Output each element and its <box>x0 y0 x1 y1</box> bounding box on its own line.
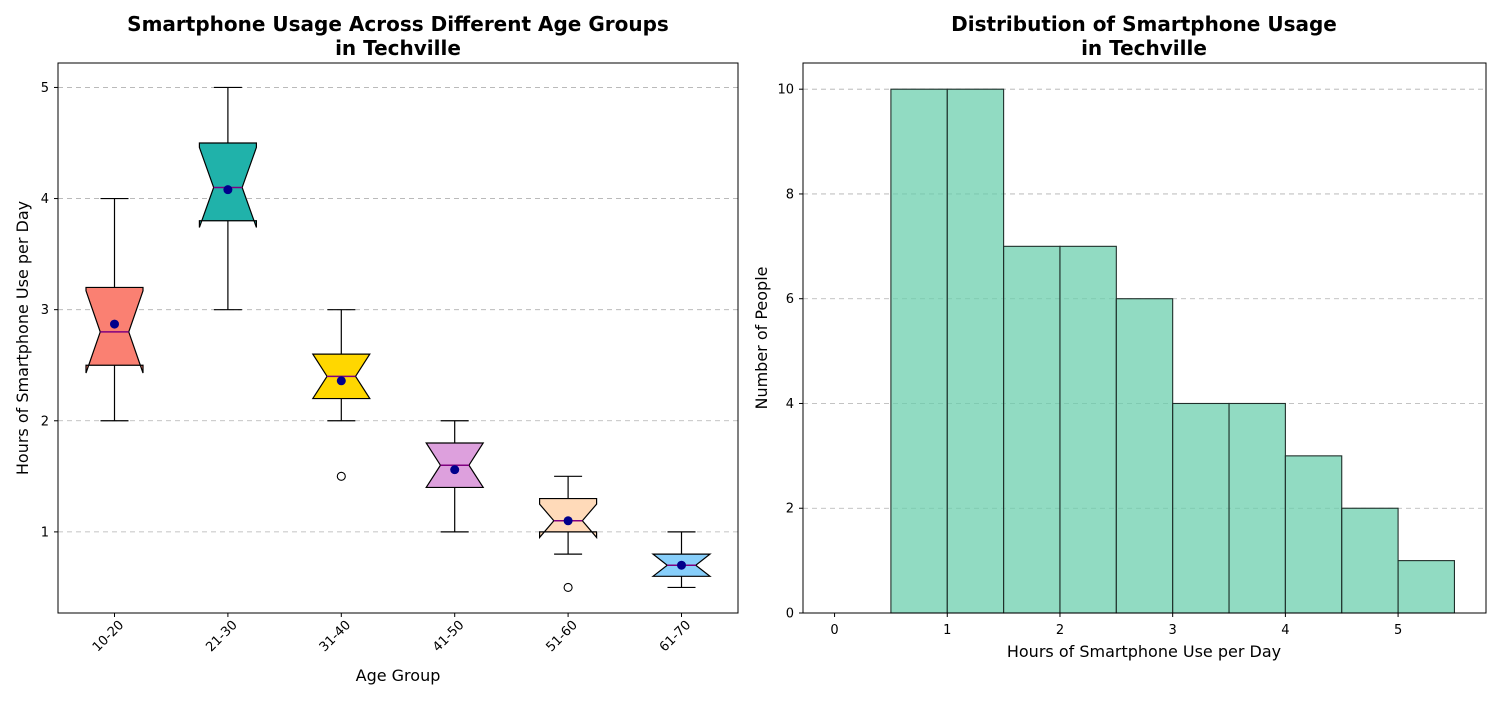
boxplot-ylabel: Hours of Smartphone Use per Day <box>13 201 32 475</box>
histogram-y-tick-label: 0 <box>786 607 794 622</box>
histogram-bar <box>1341 507 1399 614</box>
histogram-xlabel: Hours of Smartphone Use per Day <box>1007 642 1281 661</box>
boxplot-box <box>85 286 144 374</box>
boxplot-x-tick-label: 31-40 <box>317 618 354 655</box>
histogram-bar <box>1003 245 1061 614</box>
boxplot-mean-marker <box>223 185 233 195</box>
boxplot-x-tick-label: 41-50 <box>430 618 467 655</box>
boxplot-y-tick-label: 4 <box>41 192 49 207</box>
histogram-y-tick-label: 2 <box>786 502 794 517</box>
boxplot-x-tick-label: 21-30 <box>203 618 240 655</box>
boxplot-outlier <box>563 582 573 592</box>
boxplot-mean-marker <box>563 516 573 526</box>
histogram-x-ticks: 0 1 2 3 4 5 <box>830 613 1402 638</box>
histogram-x-tick-label: 3 <box>1169 623 1177 638</box>
histogram-x-tick-label: 4 <box>1281 623 1289 638</box>
boxplot-y-tick-label: 2 <box>41 414 49 429</box>
histogram-bar <box>1397 560 1455 614</box>
histogram-ylabel: Number of People <box>752 266 771 409</box>
histogram-x-tick-label: 1 <box>943 623 951 638</box>
histogram-y-tick-label: 10 <box>777 83 794 98</box>
boxplot-title: Smartphone Usage Across Different Age Gr… <box>127 12 669 60</box>
boxplot-x-tick-label: 10-20 <box>90 618 127 655</box>
histogram-y-tick-label: 6 <box>786 292 794 307</box>
histogram-bar <box>890 88 948 614</box>
boxplot-gridlines <box>58 87 738 533</box>
boxplot-mean-marker <box>110 319 119 329</box>
histogram-x-tick-label: 5 <box>1394 623 1402 638</box>
histogram-panel: Distribution of Smartphone Usage in Techv… <box>752 12 1487 661</box>
histogram-y-ticks: 0 2 4 6 8 10 <box>777 83 803 622</box>
histogram-x-tick-label: 2 <box>1056 623 1064 638</box>
histogram-bar <box>1115 298 1174 614</box>
boxplot-x-ticks: 10-20 21-30 31-40 41-50 51-60 61-70 <box>90 613 694 655</box>
boxplot-marks <box>85 86 712 592</box>
boxplot-mean-marker <box>336 376 346 386</box>
histogram-y-tick-label: 4 <box>786 397 794 412</box>
histogram-bar <box>1228 402 1286 614</box>
boxplot-y-tick-label: 1 <box>41 525 49 540</box>
boxplot-x-tick-label: 51-60 <box>544 618 581 655</box>
boxplot-mean-marker <box>677 560 686 570</box>
boxplot-frame <box>57 62 739 614</box>
boxplot-outlier <box>336 471 346 481</box>
boxplot-x-tick-label: 61-70 <box>657 618 694 655</box>
histogram-marks <box>890 88 1455 614</box>
histogram-title: Distribution of Smartphone Usage in Techv… <box>951 12 1337 60</box>
histogram-x-tick-label: 0 <box>830 623 838 638</box>
boxplot-y-tick-label: 5 <box>41 81 49 96</box>
histogram-bar <box>1284 455 1343 614</box>
boxplot-xlabel: Age Group <box>356 666 441 685</box>
histogram-bar <box>1059 245 1117 614</box>
histogram-bar <box>946 88 1005 614</box>
boxplot-y-ticks: 1 2 3 4 5 <box>41 81 58 540</box>
histogram-bar <box>1172 402 1230 614</box>
histogram-y-tick-label: 8 <box>786 187 794 202</box>
boxplot-mean-marker <box>450 465 460 475</box>
boxplot-panel: Smartphone Usage Across Different Age Gr… <box>13 12 739 685</box>
boxplot-y-tick-label: 3 <box>41 303 49 318</box>
histogram-frame <box>802 62 1487 614</box>
